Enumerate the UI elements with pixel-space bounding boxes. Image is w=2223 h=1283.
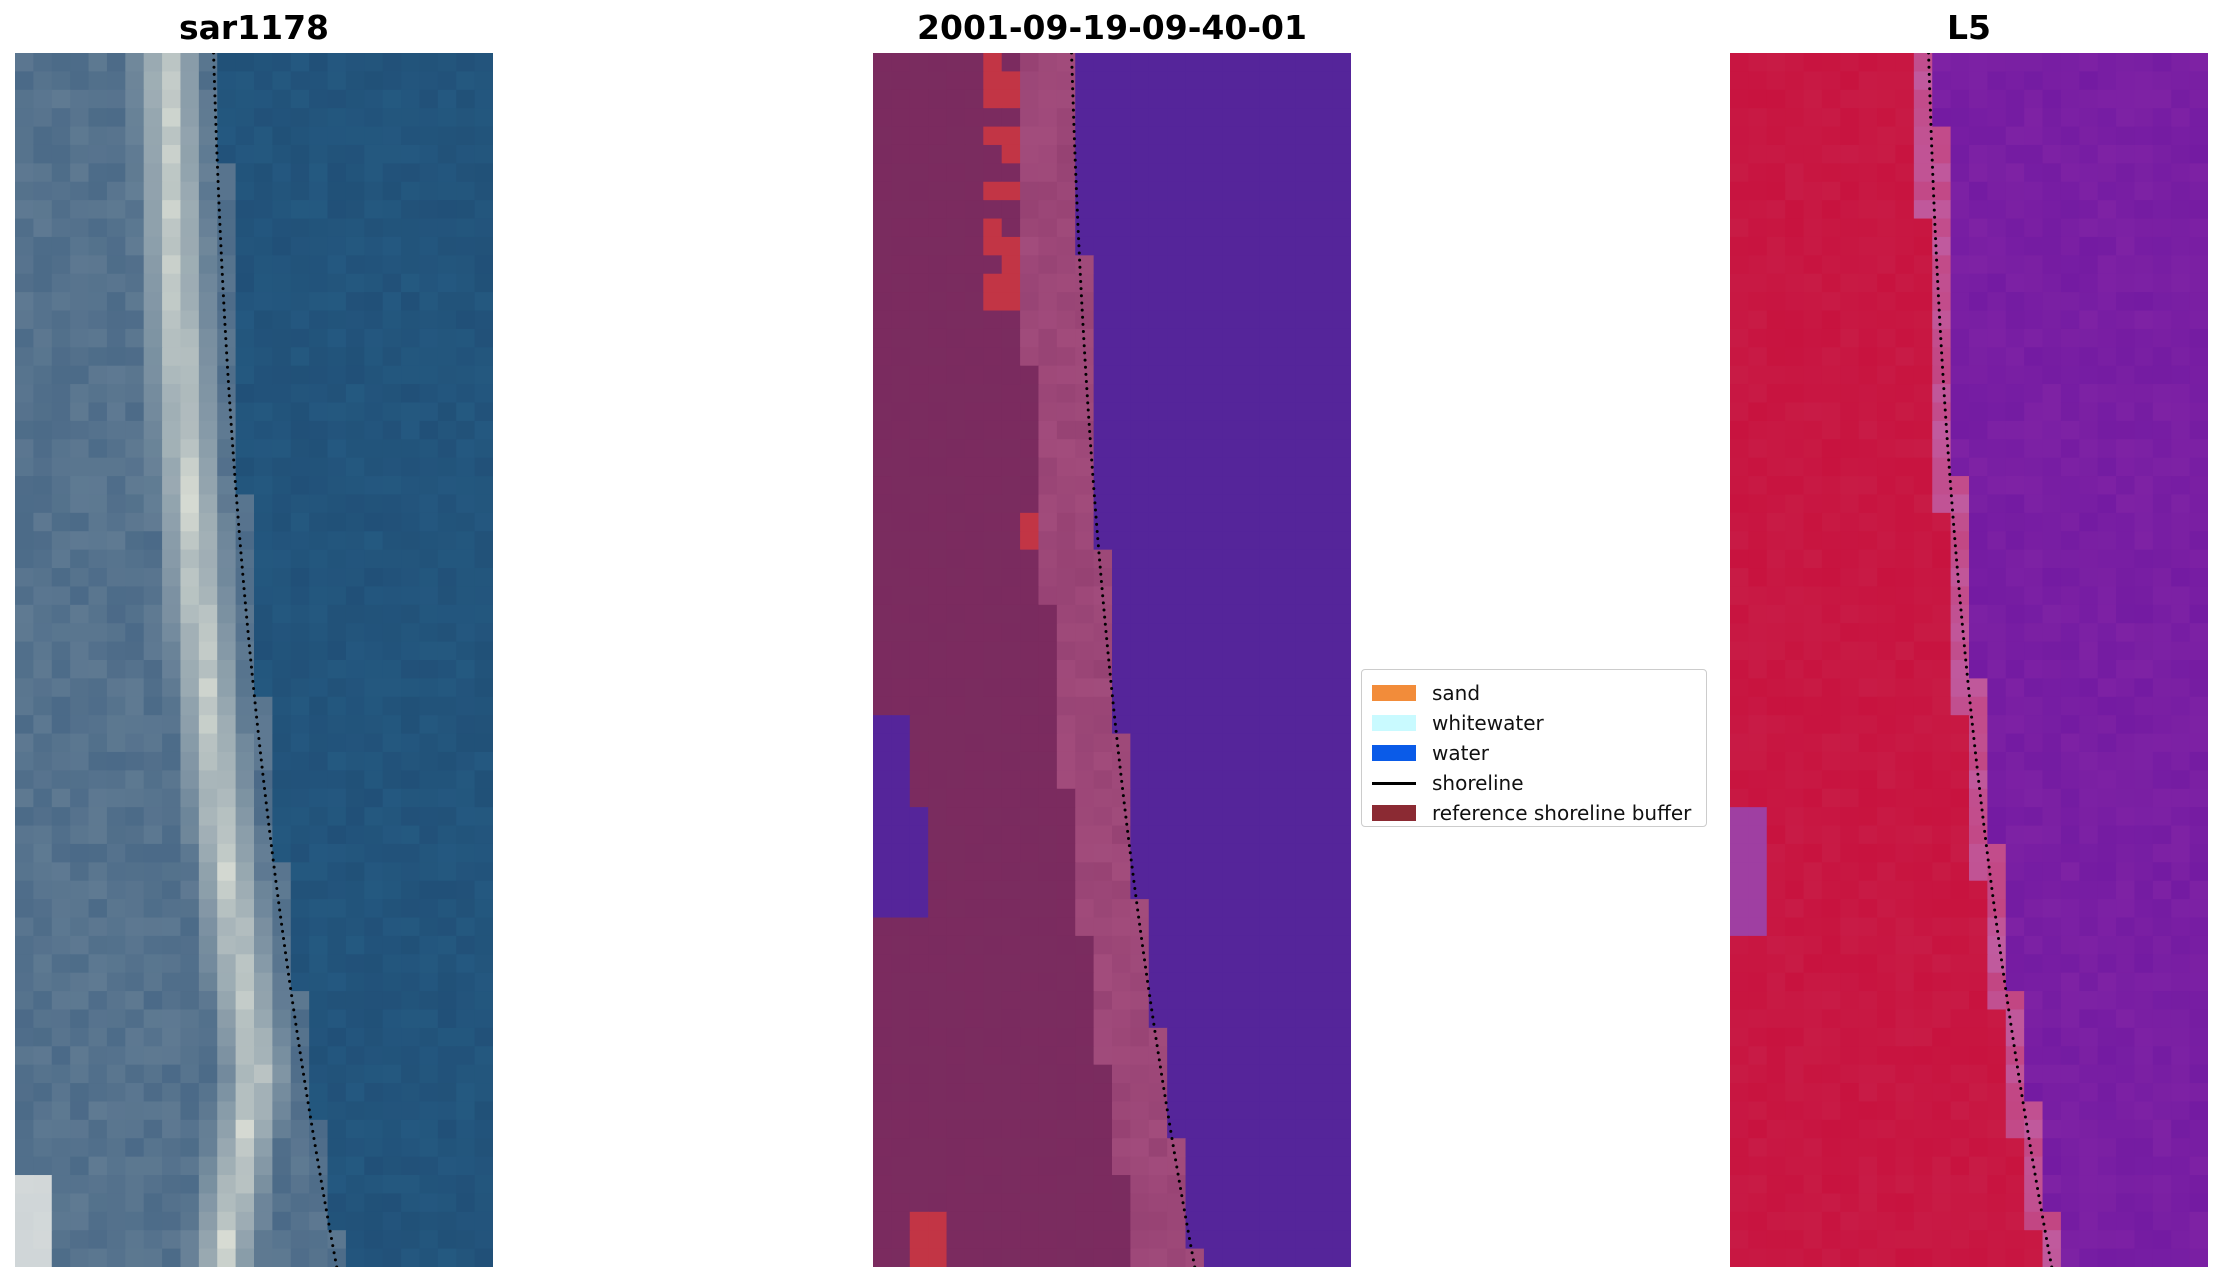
legend-label-shoreline: shoreline <box>1432 771 1524 795</box>
legend-item-sand: sand <box>1372 678 1696 708</box>
panel-title-rgb: sar1178 <box>178 8 330 47</box>
legend-item-water: water <box>1372 738 1696 768</box>
legend-swatch-water <box>1372 745 1416 761</box>
classified-image <box>873 53 1351 1267</box>
legend-label-reference-buffer: reference shoreline buffer <box>1432 801 1692 825</box>
legend-item-reference-buffer: reference shoreline buffer <box>1372 798 1696 828</box>
legend-swatch-reference-buffer <box>1372 805 1416 821</box>
index-image <box>1730 53 2208 1267</box>
index-image-panel <box>1730 53 2208 1267</box>
rgb-image-panel <box>15 53 493 1267</box>
rgb-image <box>15 53 493 1267</box>
legend-item-whitewater: whitewater <box>1372 708 1696 738</box>
legend-label-whitewater: whitewater <box>1432 711 1544 735</box>
legend-swatch-whitewater <box>1372 715 1416 731</box>
classified-image-panel <box>873 53 1351 1267</box>
legend-item-shoreline: shoreline <box>1372 768 1696 798</box>
legend-label-water: water <box>1432 741 1489 765</box>
panel-title-classified: 2001-09-19-09-40-01 <box>917 8 1307 47</box>
legend: sand whitewater water shoreline referenc… <box>1361 669 1707 827</box>
legend-swatch-sand <box>1372 685 1416 701</box>
legend-label-sand: sand <box>1432 681 1481 705</box>
panel-title-index: L5 <box>1947 8 1991 47</box>
legend-swatch-shoreline <box>1372 781 1416 785</box>
